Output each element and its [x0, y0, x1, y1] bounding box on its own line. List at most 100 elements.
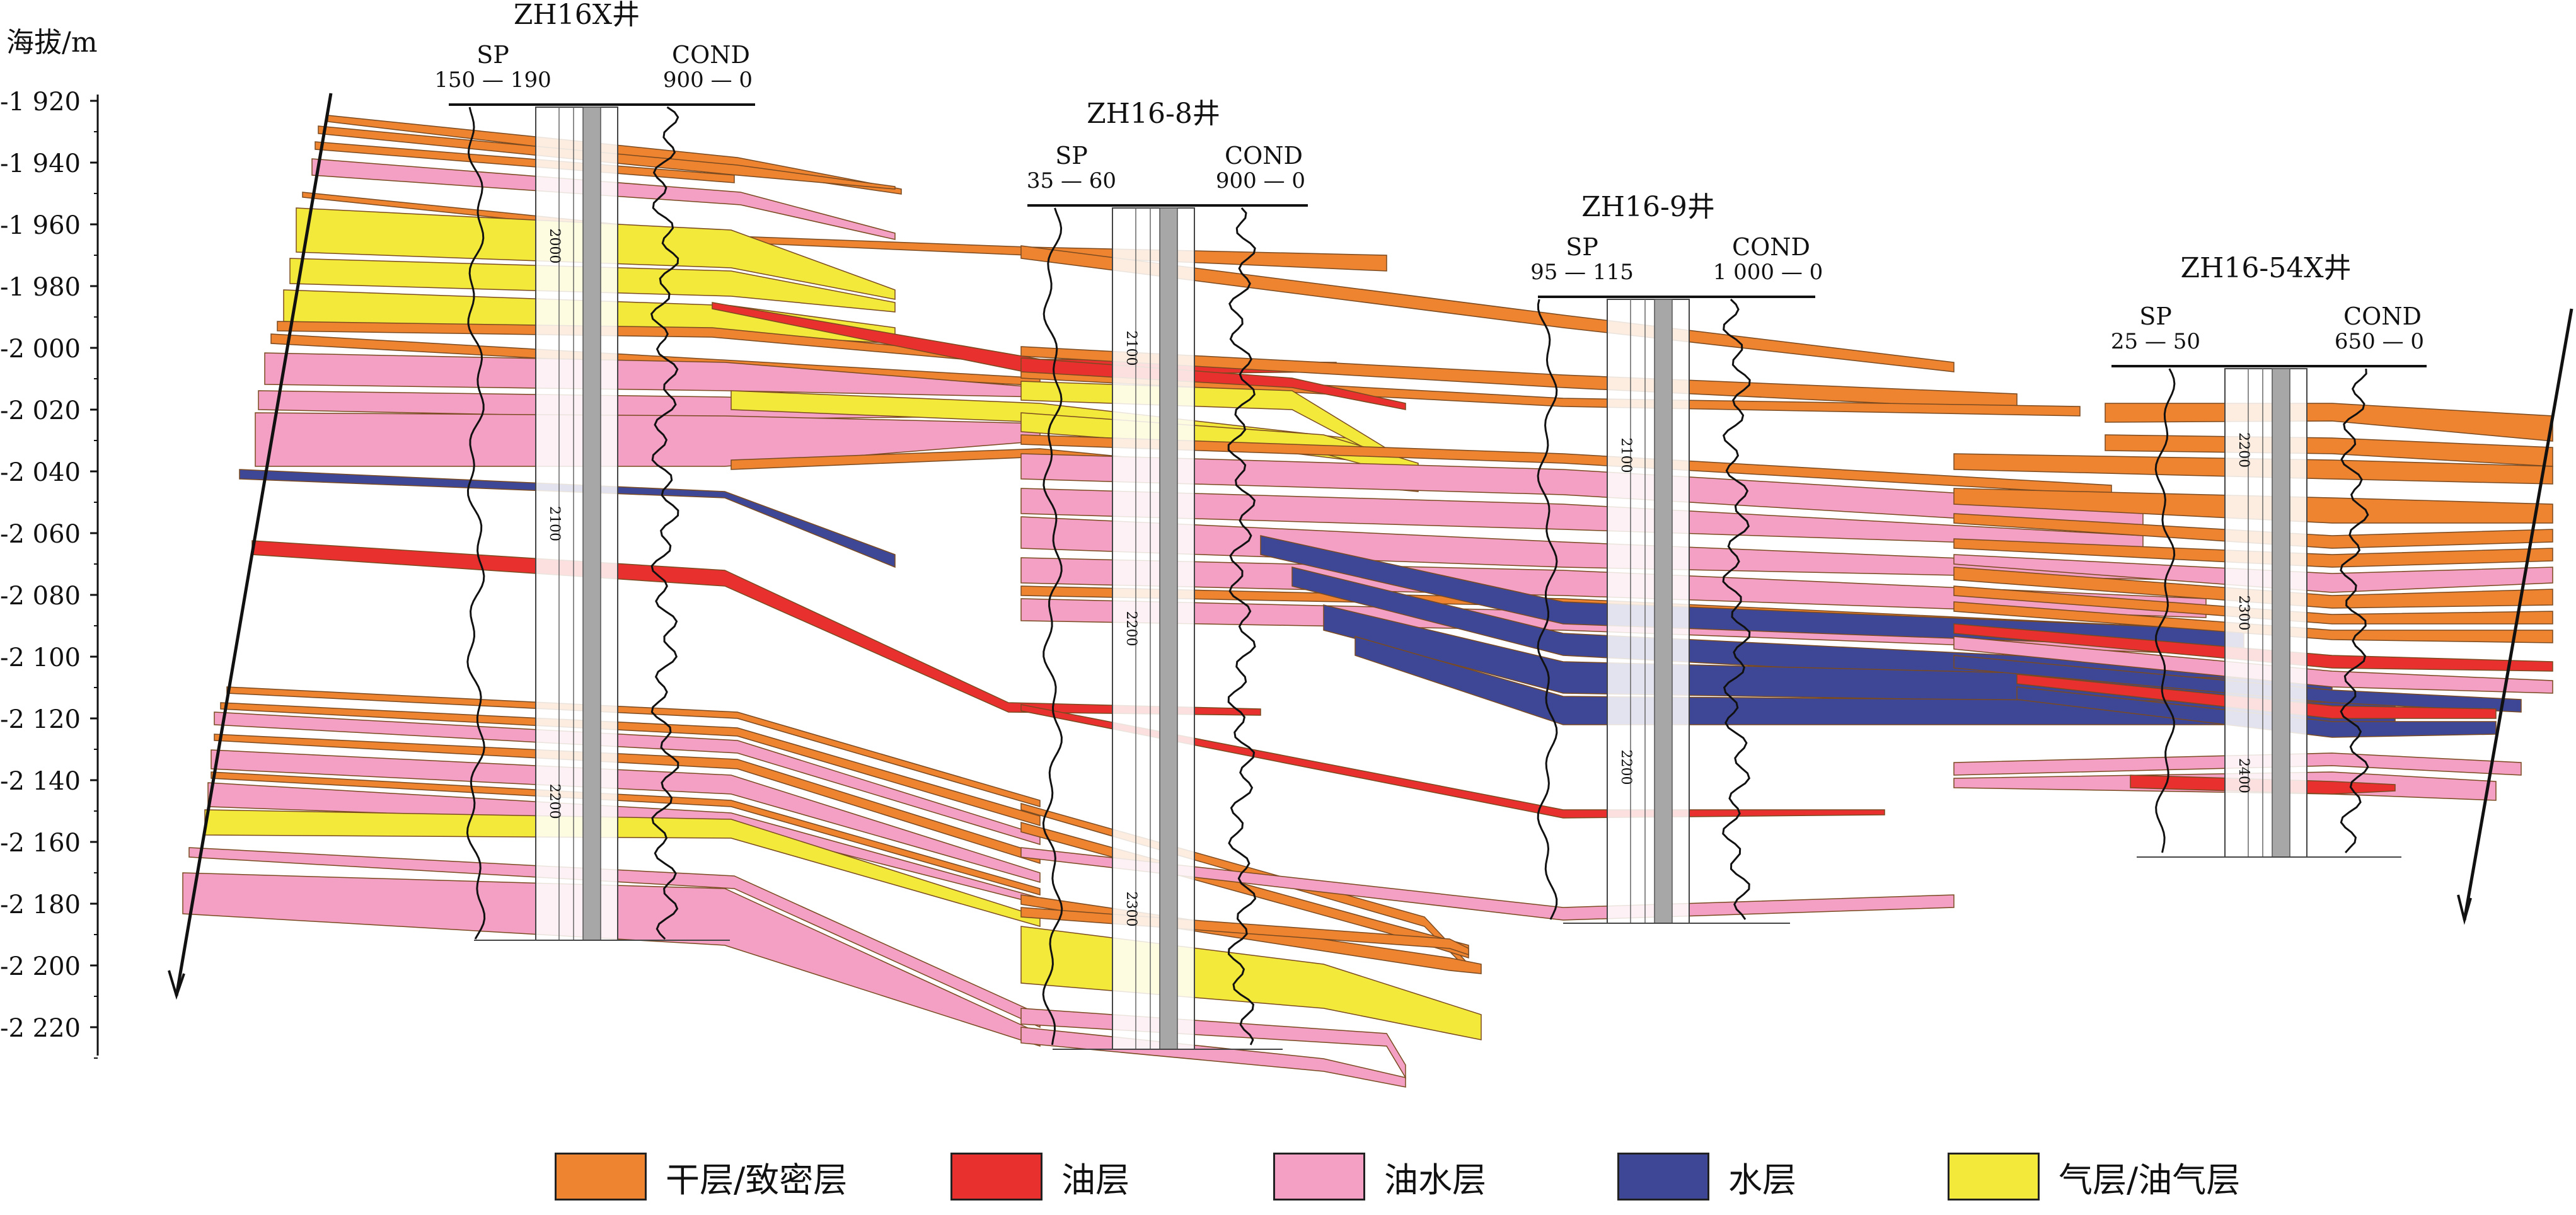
axis-label: 海拔/m	[6, 26, 98, 59]
cond-label: COND	[1225, 142, 1303, 170]
fault-right	[2463, 308, 2573, 921]
md-label: 2100	[1618, 438, 1634, 473]
md-label: 2200	[1618, 750, 1634, 785]
sp-label: SP	[1566, 233, 1598, 261]
axis-tick-label: -2 020	[0, 396, 81, 425]
well-column	[535, 107, 618, 941]
cond-range: 650 — 0	[2335, 329, 2424, 354]
legend-swatch-gas	[1948, 1153, 2040, 1201]
md-label: 2100	[546, 506, 562, 541]
fault-left	[175, 93, 333, 996]
sp-range: 95 — 115	[1530, 260, 1634, 285]
axis-tick-label: -2 100	[0, 643, 81, 672]
legend-item-oil-water: 油水层	[1273, 1151, 1486, 1202]
md-label: 2000	[546, 228, 562, 263]
cond-range: 900 — 0	[663, 67, 753, 93]
well-column	[1607, 299, 1690, 924]
md-label: 2100	[1123, 331, 1139, 366]
cond-curve	[2340, 368, 2369, 853]
axis-tick-label: -2 120	[0, 705, 81, 734]
axis-tick-label: -1 980	[0, 273, 81, 302]
legend-swatch-water	[1617, 1153, 1709, 1201]
axis-tick-label: -2 160	[0, 829, 81, 858]
axis-tick-label: -2 220	[0, 1014, 81, 1043]
sp-curve	[1042, 207, 1063, 1045]
stratum-band-dry	[731, 448, 1419, 492]
cond-curve	[1227, 207, 1257, 1045]
axis-tick-label: -1 960	[0, 211, 81, 240]
sp-range: 150 — 190	[434, 67, 551, 93]
axis-tick-label: -2 080	[0, 582, 81, 611]
cond-curve	[1722, 298, 1751, 920]
sp-range: 25 — 50	[2111, 329, 2200, 354]
cond-label: COND	[1732, 233, 1810, 261]
stratum-band-dry	[1953, 513, 2553, 549]
stratum-band-ow	[182, 872, 1041, 1047]
stratum-band-water	[239, 469, 896, 568]
legend-swatch-oil-water	[1273, 1153, 1365, 1201]
legend-label-oil-water: 油水层	[1384, 1160, 1486, 1200]
strata-layers	[182, 115, 2553, 1088]
stratum-band-dry	[2105, 403, 2553, 442]
faults	[168, 93, 2573, 1000]
stratum-band-ow	[1020, 847, 1955, 921]
fault-right-arrow	[2457, 894, 2472, 925]
stratum-band-dry	[1020, 245, 1955, 372]
well-title: ZH16X井	[514, 0, 640, 31]
stratum-band-dry	[1953, 585, 2553, 625]
axis-tick-label: -1 940	[0, 149, 81, 178]
stratum-band-dry	[214, 734, 1041, 865]
axis-tick-label: -2 140	[0, 767, 81, 796]
legend-label-gas: 气层/油气层	[2059, 1160, 2241, 1200]
legend-item-gas: 气层/油气层	[1948, 1151, 2240, 1202]
axis-tick-label: -1 920	[0, 88, 81, 117]
cond-range: 900 — 0	[1216, 168, 1305, 193]
cond-label: COND	[2343, 302, 2422, 330]
legend: 干层/致密层 油层 油水层 水层 气层/油气层	[555, 1151, 2319, 1202]
stratum-band-oil	[251, 540, 1261, 716]
legend-label-water: 水层	[1728, 1160, 1796, 1200]
stratum-band-ow	[311, 158, 896, 240]
cond-range: 1 000 — 0	[1713, 260, 1823, 285]
well-title: ZH16-54X井	[2180, 252, 2351, 284]
md-label: 2400	[2236, 758, 2251, 793]
stratum-band-ow	[214, 711, 1041, 846]
fault-left-arrow	[168, 970, 185, 1000]
well-title: ZH16-9井	[1581, 191, 1715, 223]
axis-tick-label: -2 000	[0, 335, 81, 364]
cond-label: COND	[672, 41, 750, 69]
well-column	[1112, 207, 1195, 1050]
sp-curve	[2154, 368, 2176, 853]
well-title: ZH16-8井	[1087, 98, 1220, 130]
legend-swatch-dry	[555, 1153, 647, 1201]
md-label: 2300	[1123, 892, 1139, 927]
legend-item-water: 水层	[1617, 1151, 1796, 1202]
md-label: 2200	[2236, 432, 2251, 468]
sp-range: 35 — 60	[1027, 168, 1116, 193]
legend-label-dry: 干层/致密层	[666, 1160, 848, 1200]
stratum-band-oil	[1953, 623, 2553, 672]
elevation-axis: 海拔/m -1 920 -1 940 -1 960 -1 980 -2 000 -2 02…	[0, 26, 99, 1059]
lithology-track	[2272, 368, 2290, 858]
sp-label: SP	[2139, 302, 2172, 330]
axis-tick-label: -2 040	[0, 458, 81, 487]
stratum-band-ow	[188, 847, 1041, 1028]
stratum-band-ow	[211, 749, 1041, 883]
stratum-band-dry	[1020, 368, 2081, 417]
axis-tick-label: -2 180	[0, 890, 81, 919]
cond-curve	[650, 106, 679, 940]
sp-label: SP	[477, 41, 509, 69]
lithology-track	[582, 107, 601, 941]
stratum-band-dry	[220, 702, 1041, 827]
legend-label-oil: 油层	[1061, 1160, 1129, 1200]
stratum-band-dry	[211, 771, 1041, 895]
stratum-band-oil	[2016, 674, 2497, 719]
legend-item-oil: 油层	[950, 1151, 1129, 1202]
axis-tick-label: -2 200	[0, 952, 81, 981]
